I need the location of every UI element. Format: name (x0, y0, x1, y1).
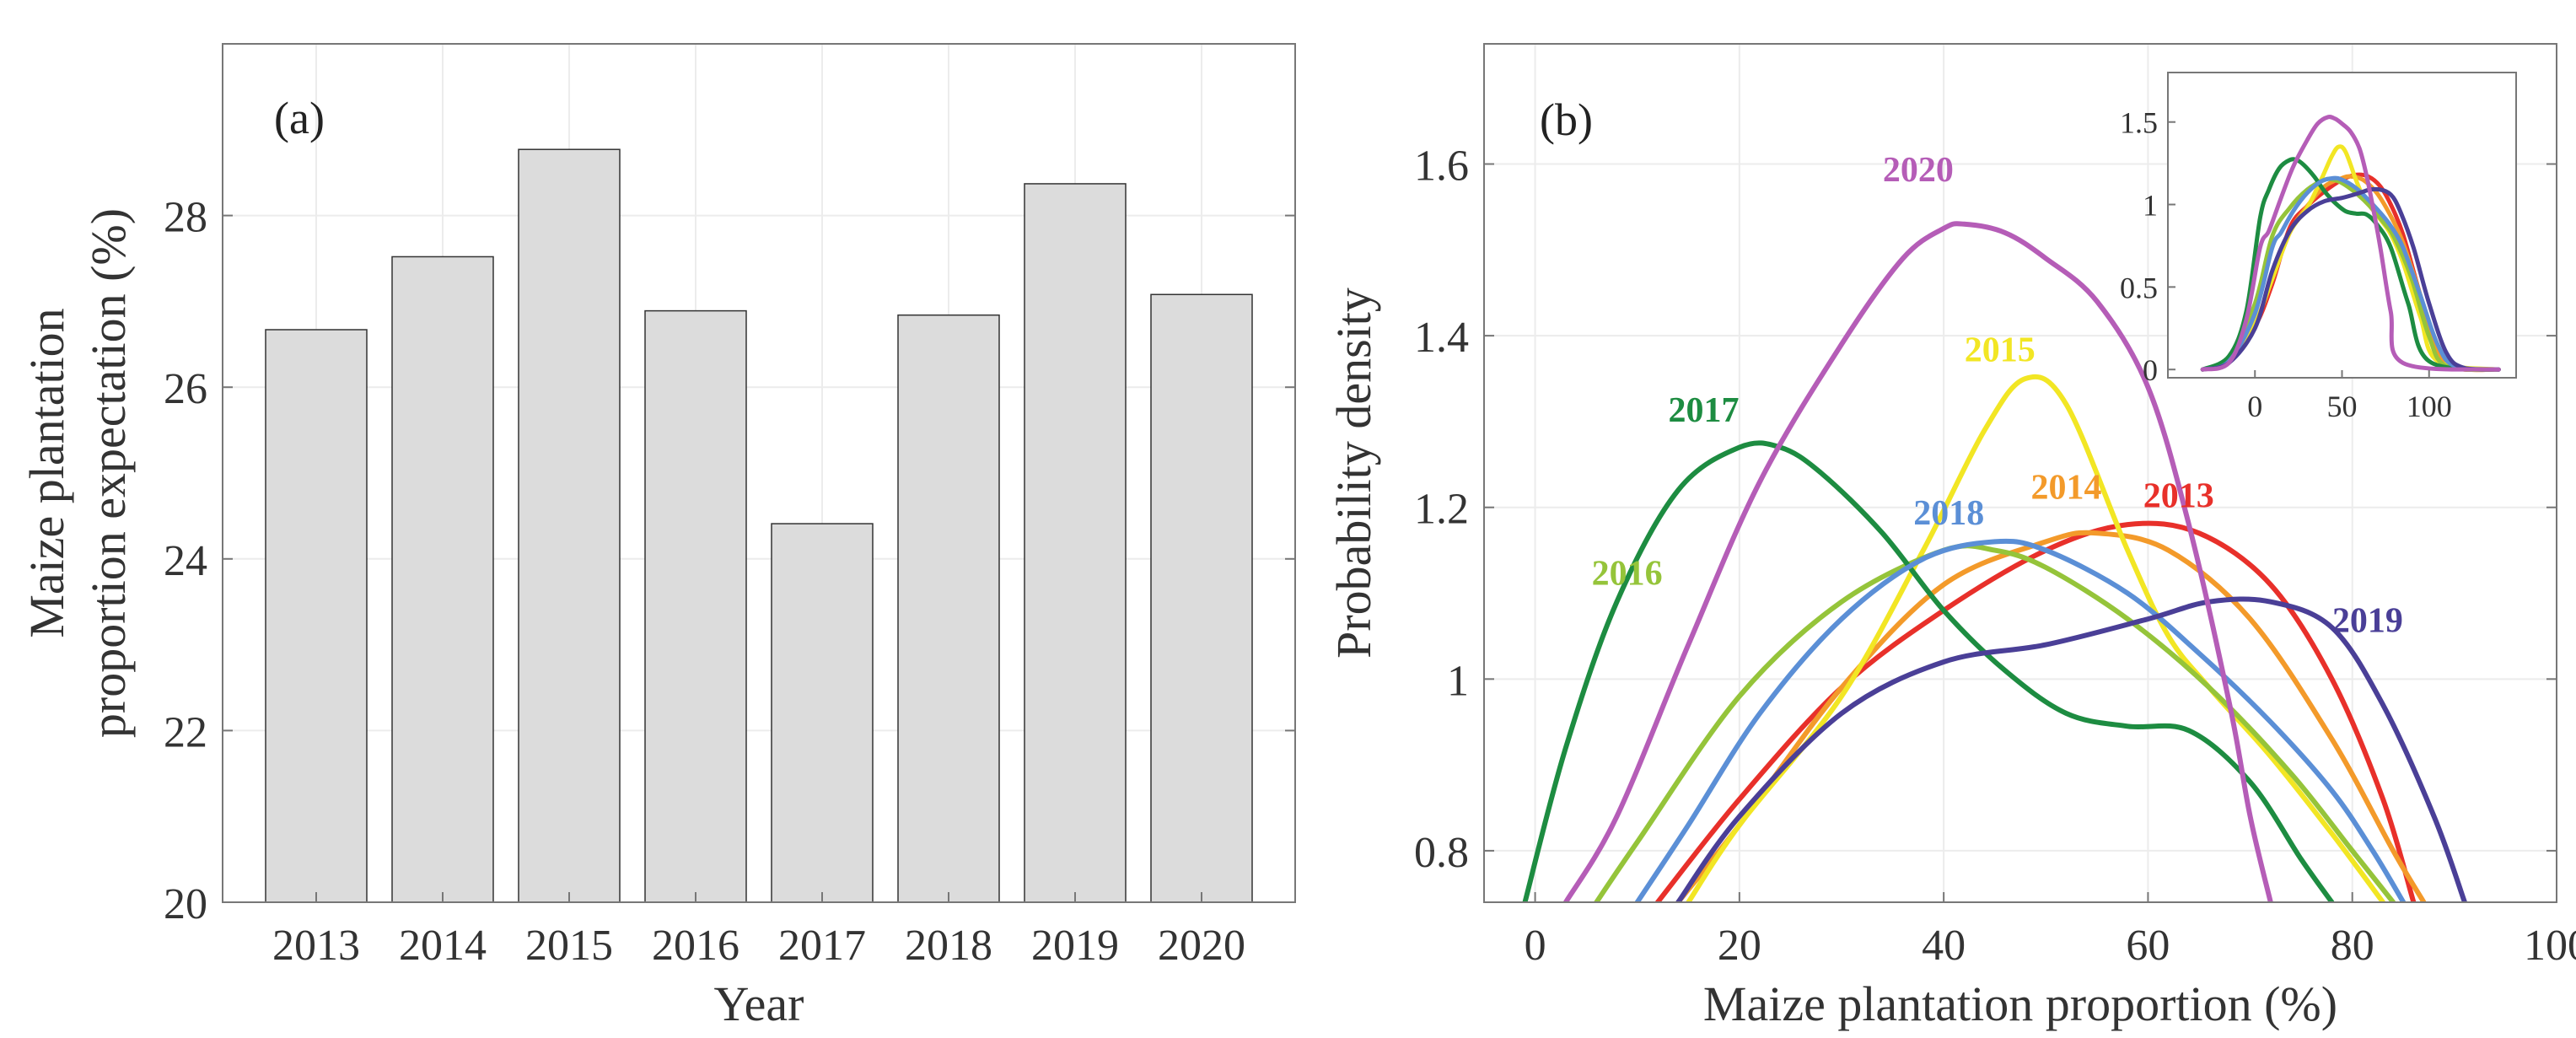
density-curve-2015 (1686, 374, 2386, 902)
panel-b-series-labels: 2013 2014 2015 2016 2017 2018 2019 2020 (1592, 151, 2403, 640)
panel-a-ytick-label: 28 (164, 194, 207, 242)
inset-ytick-label: 0.5 (2120, 271, 2158, 304)
panel-b-xlabel: Maize plantation proportion (%) (1703, 976, 2337, 1031)
inset-ytick-label: 1.5 (2120, 106, 2158, 140)
series-label-2014: 2014 (2031, 469, 2102, 508)
panel-b-ticks: 0204060801000.811.21.41.6 (1414, 143, 2576, 970)
panel-a-ytick-label: 24 (164, 537, 207, 585)
series-label-2020: 2020 (1883, 151, 1954, 190)
inset-xtick-label: 50 (2327, 390, 2358, 423)
series-label-2015: 2015 (1965, 331, 2036, 370)
panel-b-xtick-label: 20 (1718, 922, 1761, 970)
panel-b-axes-box (1483, 43, 2557, 903)
panel-b-xtick-label: 40 (1922, 922, 1966, 970)
inset-density-curve-2017 (2200, 157, 2501, 372)
panel-a-bars (265, 148, 1253, 903)
series-label-2016: 2016 (1592, 554, 1663, 593)
panel-a-xtick-label: 2014 (399, 922, 487, 970)
panel-a-ticks: 20 22 24 26 28 2013 2014 2015 2016 2017 2018 2019 20… (164, 194, 1295, 970)
panel-a-label: (a) (274, 93, 325, 143)
density-curve-2019 (1675, 596, 2467, 902)
bar (897, 314, 1000, 903)
series-label-2013: 2013 (2143, 477, 2214, 516)
bar (771, 523, 874, 903)
panel-b-ytick-label: 1.2 (1414, 486, 1469, 534)
inset-density-curve-2018 (2200, 175, 2501, 372)
density-curve-2018 (1634, 538, 2407, 902)
density-chart-panel-b: 2013 2014 2015 2016 2017 2018 2019 2020 0 20 40 60… (1326, 43, 2576, 1031)
panel-a-axes-box (222, 43, 1296, 903)
panel-b-ytick-label: 1.6 (1414, 143, 1469, 191)
panel-a-xtick-label: 2018 (905, 922, 992, 970)
panel-a-xtick-label: 2017 (778, 922, 866, 970)
inset-xtick-label: 0 (2247, 390, 2262, 423)
panel-b-xtick-label: 0 (1525, 922, 1546, 970)
panel-a-xtick-label: 2020 (1158, 922, 1245, 970)
inset-xtick-label: 100 (2407, 390, 2452, 423)
panel-a-ytick-label: 22 (164, 708, 207, 756)
panel-b-ytick-label: 0.8 (1414, 829, 1469, 877)
bar (391, 255, 494, 903)
panel-b-gridlines (1484, 44, 2557, 902)
panel-b-inset: 0 50 100 0 0.5 1 1.5 (2120, 72, 2517, 423)
inset-ticks: 0 50 100 0 0.5 1 1.5 (2120, 106, 2452, 423)
bar (518, 148, 621, 903)
panel-b-ytick-label: 1.4 (1414, 314, 1469, 362)
panel-a-ylabel-line1: Maize plantation (19, 308, 74, 637)
panel-a-xtick-label: 2015 (525, 922, 613, 970)
panel-b-ytick-label: 1 (1447, 657, 1469, 705)
panel-a-plot-area (223, 44, 1295, 902)
panel-b-xtick-label: 60 (2126, 922, 2170, 970)
density-curve-2016 (1594, 543, 2396, 902)
bar (1024, 183, 1127, 903)
panel-a-ytick-label: 26 (164, 365, 207, 413)
inset-density-curve-2019 (2200, 186, 2501, 372)
series-label-2018: 2018 (1913, 494, 1984, 533)
bar-chart-panel-a: 20 22 24 26 28 2013 2014 2015 2016 2017 2018 2019 20… (19, 43, 1296, 1031)
inset-density-curve-2020 (2200, 115, 2501, 372)
series-label-2019: 2019 (2332, 601, 2403, 640)
inset-density-curve-2016 (2200, 176, 2501, 372)
panel-a-ylabel-line2: proportion expectation (%) (81, 208, 136, 738)
inset-ytick-label: 0 (2143, 353, 2158, 387)
inset-ytick-label: 1 (2143, 189, 2158, 223)
inset-density-curves (2200, 115, 2501, 373)
panel-b-xtick-label: 80 (2331, 922, 2374, 970)
bar (265, 329, 368, 903)
panel-a-xlabel: Year (714, 976, 804, 1031)
bar (1150, 293, 1253, 903)
panel-a-ytick-label: 20 (164, 880, 207, 928)
density-curve-2014 (1675, 530, 2427, 902)
bar (644, 309, 747, 903)
panel-b-density-curves (1522, 221, 2467, 902)
panel-a-xtick-label: 2019 (1031, 922, 1119, 970)
panel-a-xtick-label: 2013 (272, 922, 360, 970)
panel-b-label: (b) (1540, 94, 1593, 145)
panel-b-xtick-label: 100 (2524, 922, 2576, 970)
panel-a-xtick-label: 2016 (652, 922, 739, 970)
inset-density-curve-2015 (2200, 144, 2501, 372)
inset-plot-area (2168, 73, 2516, 378)
density-curve-2017 (1522, 440, 2335, 902)
panel-b-ylabel: Probability density (1326, 288, 1381, 659)
density-curve-2020 (1562, 221, 2273, 902)
series-label-2017: 2017 (1668, 391, 1739, 430)
